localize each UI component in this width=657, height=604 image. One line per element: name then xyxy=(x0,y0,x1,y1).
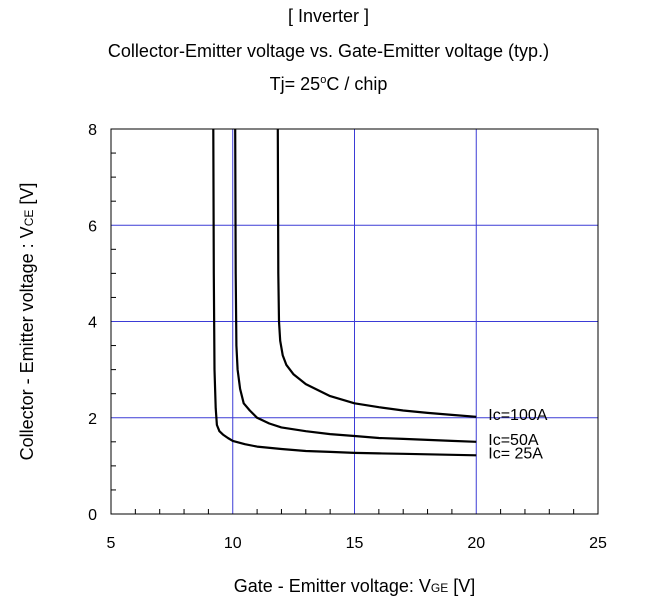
y-tick-label: 2 xyxy=(88,411,97,428)
x-tick-label: 20 xyxy=(467,535,485,552)
x-axis-title: Gate - Emitter voltage: VGE [V] xyxy=(234,576,475,596)
y-tick-label: 0 xyxy=(88,507,97,524)
ticks: 5 10 15 20 25 0 2 4 6 8 xyxy=(88,122,607,552)
x-tick-label: 25 xyxy=(589,535,607,552)
x-axis-title-sub: GE xyxy=(431,581,448,595)
series-line-2 xyxy=(235,129,476,442)
x-axis-title-unit: [V] xyxy=(448,576,475,596)
x-tick-label: 15 xyxy=(346,535,364,552)
y-axis-title: Collector - Emitter voltage : VCE [V] xyxy=(17,183,37,461)
y-axis-title-sub: CE xyxy=(22,210,36,227)
series-label-3: Ic= 25A xyxy=(488,445,543,462)
y-tick-label: 6 xyxy=(88,218,97,235)
series-line-1 xyxy=(278,129,477,417)
y-axis-title-unit: [V] xyxy=(17,183,37,210)
series-label-1: Ic=100A xyxy=(488,407,547,424)
y-tick-label: 4 xyxy=(88,315,97,332)
x-tick-label: 10 xyxy=(224,535,242,552)
y-axis-title-main: Collector - Emitter voltage : V xyxy=(17,226,37,460)
y-tick-label: 8 xyxy=(88,122,97,139)
series-lines xyxy=(213,129,476,455)
series-line-3 xyxy=(213,129,476,455)
x-tick-label: 5 xyxy=(107,535,116,552)
x-axis-title-main: Gate - Emitter voltage: V xyxy=(234,576,431,596)
